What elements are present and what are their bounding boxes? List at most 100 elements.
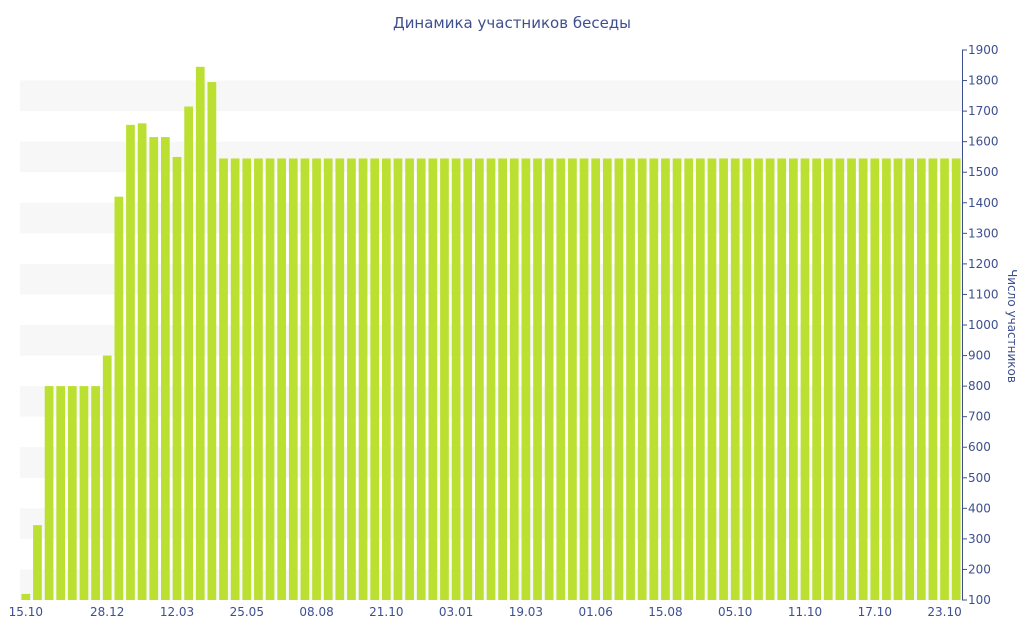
bars <box>21 66 961 601</box>
bar[interactable] <box>463 158 473 600</box>
bar[interactable] <box>486 158 496 600</box>
bar[interactable] <box>347 158 356 600</box>
x-tick-label: 28.12 <box>90 605 124 619</box>
bar[interactable] <box>556 158 566 600</box>
x-tick-label: 01.06 <box>578 605 612 619</box>
bar[interactable] <box>219 158 228 600</box>
bar[interactable] <box>335 158 345 600</box>
bar[interactable] <box>684 158 694 600</box>
bar[interactable] <box>184 106 193 600</box>
bar[interactable] <box>440 158 449 600</box>
bar[interactable] <box>149 137 159 600</box>
x-tick-label: 17.10 <box>858 605 892 619</box>
bar[interactable] <box>393 158 403 600</box>
bar[interactable] <box>719 158 728 600</box>
x-tick-label: 23.10 <box>927 605 961 619</box>
x-tick-label: 05.10 <box>718 605 752 619</box>
x-tick-label: 25.05 <box>230 605 264 619</box>
bar[interactable] <box>777 158 787 600</box>
bar[interactable] <box>265 158 275 600</box>
bar[interactable] <box>300 158 310 600</box>
y-tick-label: 200 <box>968 562 991 576</box>
bar[interactable] <box>370 158 380 600</box>
bar[interactable] <box>951 158 961 600</box>
x-tick-label: 08.08 <box>299 605 333 619</box>
bar[interactable] <box>916 158 926 600</box>
y-tick-label: 900 <box>968 349 991 363</box>
bar[interactable] <box>568 158 577 600</box>
bar[interactable] <box>137 123 147 600</box>
bar[interactable] <box>754 158 763 600</box>
bar[interactable] <box>230 158 240 600</box>
bar[interactable] <box>509 158 519 600</box>
bar[interactable] <box>661 158 670 600</box>
bar[interactable] <box>649 158 659 600</box>
bar[interactable] <box>67 386 77 600</box>
bar[interactable] <box>882 158 891 600</box>
bar[interactable] <box>91 386 100 600</box>
bar[interactable] <box>323 158 333 600</box>
bar[interactable] <box>823 158 833 600</box>
bar[interactable] <box>207 82 217 600</box>
bar[interactable] <box>358 158 368 600</box>
bar[interactable] <box>428 158 438 600</box>
bar[interactable] <box>33 525 42 600</box>
bar[interactable] <box>893 158 903 600</box>
y-tick-label: 1700 <box>968 104 999 118</box>
y-tick-label: 100 <box>968 593 991 607</box>
bar[interactable] <box>56 386 66 600</box>
x-tick-label: 11.10 <box>788 605 822 619</box>
bar[interactable] <box>579 158 589 600</box>
bar[interactable] <box>277 158 287 600</box>
bar[interactable] <box>405 158 414 600</box>
bar[interactable] <box>835 158 845 600</box>
bar[interactable] <box>114 196 124 601</box>
bar[interactable] <box>21 593 31 600</box>
bar[interactable] <box>288 158 298 600</box>
bar[interactable] <box>730 158 740 600</box>
bar[interactable] <box>695 158 705 600</box>
bar[interactable] <box>765 158 775 600</box>
bar[interactable] <box>254 158 263 600</box>
bar[interactable] <box>789 158 798 600</box>
bar[interactable] <box>498 158 507 600</box>
x-axis-ticks: 15.10 28.12 12.03 25.05 08.08 21.10 03.01 19.03… <box>9 605 962 619</box>
bar[interactable] <box>637 158 647 600</box>
bar[interactable] <box>905 158 915 600</box>
bar[interactable] <box>172 156 182 600</box>
y-tick-label: 1200 <box>968 257 999 271</box>
bar[interactable] <box>416 158 426 600</box>
y-tick-label: 1800 <box>968 74 999 88</box>
bar[interactable] <box>800 158 810 600</box>
bar[interactable] <box>521 158 531 600</box>
bar[interactable] <box>544 158 554 600</box>
bar[interactable] <box>312 158 321 600</box>
bar[interactable] <box>940 158 949 600</box>
bar[interactable] <box>707 158 717 600</box>
y-tick-label: 1400 <box>968 196 999 210</box>
y-tick-label: 700 <box>968 410 991 424</box>
bar[interactable] <box>79 386 89 600</box>
bar[interactable] <box>102 355 112 600</box>
bar[interactable] <box>451 158 461 600</box>
bar[interactable] <box>533 158 542 600</box>
bar[interactable] <box>626 158 635 600</box>
bar[interactable] <box>602 158 612 600</box>
bar[interactable] <box>928 158 938 600</box>
bar[interactable] <box>742 158 752 600</box>
bar[interactable] <box>161 137 170 600</box>
bar[interactable] <box>847 158 856 600</box>
bar[interactable] <box>126 124 135 601</box>
x-tick-label: 15.10 <box>9 605 43 619</box>
bar[interactable] <box>591 158 601 600</box>
bar[interactable] <box>44 386 54 600</box>
bar[interactable] <box>858 158 868 600</box>
bar[interactable] <box>812 158 821 600</box>
bar[interactable] <box>381 158 391 600</box>
bar[interactable] <box>672 158 682 600</box>
bar[interactable] <box>195 66 205 600</box>
bar[interactable] <box>870 158 880 600</box>
bar[interactable] <box>475 158 484 600</box>
bar[interactable] <box>242 158 252 600</box>
bar[interactable] <box>614 158 624 600</box>
